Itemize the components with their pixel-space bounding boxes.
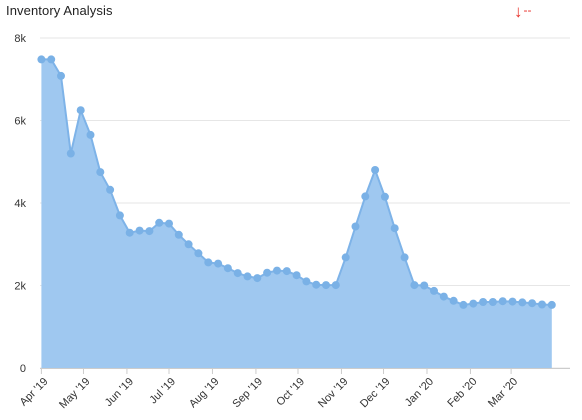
data-point[interactable]	[282, 267, 291, 276]
data-point[interactable]	[165, 219, 173, 228]
x-tick-label: Jun '19	[103, 376, 136, 409]
data-point[interactable]	[371, 166, 380, 174]
data-point[interactable]	[273, 266, 281, 275]
y-tick-label: 0	[20, 363, 26, 375]
data-point[interactable]	[479, 298, 488, 306]
data-point[interactable]	[488, 298, 497, 306]
data-point[interactable]	[312, 280, 321, 289]
data-point[interactable]	[341, 253, 350, 262]
x-tick-label: May '19	[57, 376, 92, 411]
data-point[interactable]	[37, 55, 46, 64]
data-point[interactable]	[439, 292, 448, 301]
chart-title: Inventory Analysis	[6, 3, 113, 18]
data-point[interactable]	[243, 272, 252, 281]
data-point[interactable]	[322, 281, 330, 290]
area-fill	[41, 59, 552, 369]
data-point[interactable]	[390, 224, 399, 233]
data-point[interactable]	[184, 240, 193, 249]
data-point[interactable]	[76, 106, 85, 115]
x-tick-label: Sep '19	[230, 376, 265, 411]
x-tick-label: Mar '20	[486, 376, 520, 410]
data-points	[37, 55, 556, 309]
y-tick-label: 8k	[14, 33, 26, 45]
data-point[interactable]	[174, 230, 183, 239]
data-point[interactable]	[518, 298, 527, 307]
data-point[interactable]	[66, 149, 75, 158]
data-point[interactable]	[498, 297, 507, 306]
data-point[interactable]	[96, 168, 105, 177]
y-tick-label: 6k	[14, 116, 26, 128]
data-point[interactable]	[302, 277, 311, 286]
x-axis: Apr '19 May '19 Jun '19 Jul '19 Aug '19 Sep '…	[18, 368, 570, 411]
data-point[interactable]	[223, 264, 232, 273]
data-point[interactable]	[538, 300, 546, 309]
y-tick-label: 4k	[14, 198, 26, 210]
data-point[interactable]	[214, 259, 223, 268]
data-point[interactable]	[155, 218, 164, 227]
data-point[interactable]	[263, 268, 272, 277]
data-point[interactable]	[115, 211, 124, 220]
x-tick-label: Jul '19	[147, 376, 178, 407]
data-point[interactable]	[47, 55, 56, 64]
data-point[interactable]	[57, 71, 65, 80]
trend-indicator: ↓--	[514, 2, 532, 22]
data-point[interactable]	[528, 299, 537, 308]
data-point[interactable]	[400, 253, 409, 262]
x-tick-label: Feb '20	[445, 376, 479, 410]
data-point[interactable]	[469, 299, 478, 308]
data-point[interactable]	[292, 271, 301, 280]
data-point[interactable]	[449, 296, 458, 305]
x-tick-label: Apr '19	[18, 376, 51, 409]
data-point[interactable]	[145, 227, 154, 236]
down-arrow-icon: ↓	[514, 2, 523, 21]
data-point[interactable]	[459, 300, 468, 309]
data-point[interactable]	[508, 297, 517, 306]
data-point[interactable]	[351, 222, 360, 231]
data-point[interactable]	[420, 281, 429, 290]
x-tick-label: Aug '19	[187, 376, 222, 411]
data-point[interactable]	[125, 228, 134, 237]
data-point[interactable]	[331, 281, 340, 290]
y-axis: 0 2k 4k 6k 8k	[14, 33, 26, 375]
x-tick-label: Oct '19	[274, 376, 307, 409]
data-point[interactable]	[253, 274, 262, 283]
y-tick-label: 2k	[14, 281, 26, 293]
x-tick-label: Nov '19	[316, 376, 351, 411]
data-point[interactable]	[86, 130, 95, 139]
data-point[interactable]	[547, 300, 556, 309]
data-point[interactable]	[361, 192, 370, 201]
data-point[interactable]	[233, 269, 242, 278]
data-point[interactable]	[430, 286, 438, 295]
data-point[interactable]	[106, 185, 115, 194]
data-point[interactable]	[410, 281, 419, 290]
data-point[interactable]	[194, 249, 203, 258]
trend-value: --	[523, 3, 532, 17]
data-point[interactable]	[380, 192, 389, 201]
data-point[interactable]	[204, 258, 213, 267]
x-tick-label: Dec '19	[358, 376, 393, 411]
data-point[interactable]	[135, 226, 144, 235]
x-tick-label: Jan '20	[403, 376, 436, 409]
